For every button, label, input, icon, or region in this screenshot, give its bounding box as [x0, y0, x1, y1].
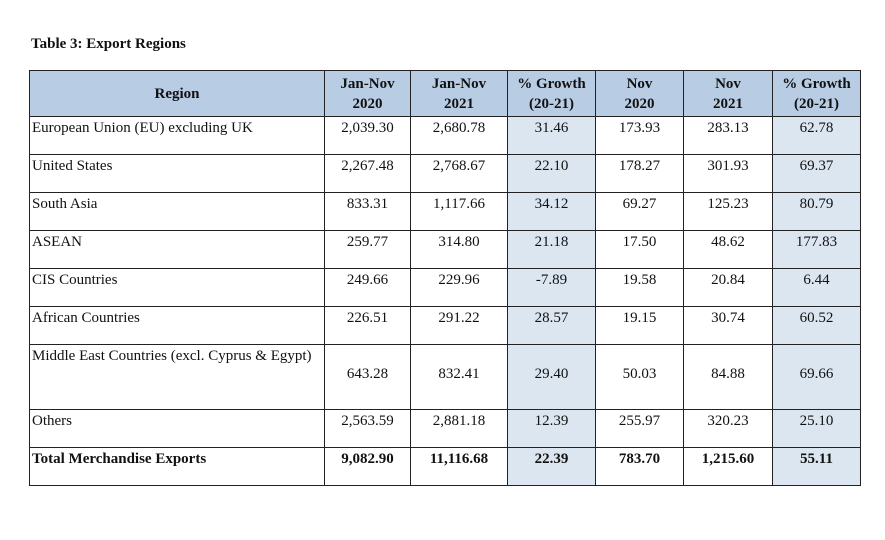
growth-jan-nov-cell: 22.10 — [507, 154, 596, 193]
nov-2021-cell: 20.84 — [683, 268, 773, 307]
table-row: European Union (EU) excluding UK 2,039.30… — [29, 116, 861, 155]
region-cell: European Union (EU) excluding UK — [29, 116, 325, 155]
jan-nov-2020-cell: 259.77 — [324, 230, 411, 269]
growth-jan-nov-cell: 21.18 — [507, 230, 596, 269]
table-title: Table 3: Export Regions — [31, 36, 186, 52]
region-cell: Middle East Countries (excl. Cyprus & Eg… — [29, 344, 325, 410]
header-row: Region Jan-Nov 2020 Jan-Nov 2021 % Growth (… — [29, 70, 861, 117]
header-growth-nov: % Growth (20-21) — [772, 70, 861, 117]
nov-2021-cell: 320.23 — [683, 409, 773, 448]
nov-2020-cell: 19.15 — [595, 306, 684, 345]
header-label-line1: Jan-Nov — [340, 75, 395, 92]
header-nov-2021: Nov 2021 — [683, 70, 773, 117]
growth-nov-cell: 69.66 — [772, 344, 861, 410]
header-label-line1: % Growth — [782, 75, 851, 92]
header-label: Region — [154, 85, 200, 102]
header-label-line1: Jan-Nov — [431, 75, 487, 92]
growth-jan-nov-cell: 31.46 — [507, 116, 596, 155]
table-row: Middle East Countries (excl. Cyprus & Eg… — [29, 344, 861, 410]
header-nov-2020: Nov 2020 — [595, 70, 684, 117]
nov-2021-cell: 30.74 — [683, 306, 773, 345]
jan-nov-2020-cell: 2,039.30 — [324, 116, 411, 155]
jan-nov-2020-cell: 2,563.59 — [324, 409, 411, 448]
nov-2021-cell: 283.13 — [683, 116, 773, 155]
nov-2020-cell: 17.50 — [595, 230, 684, 269]
jan-nov-2021-cell: 2,680.78 — [410, 116, 508, 155]
header-label-line1: Nov — [715, 75, 741, 92]
growth-nov-cell: 62.78 — [772, 116, 861, 155]
table-row: United States 2,267.48 2,768.67 22.10 178.27… — [29, 154, 861, 193]
nov-2020-cell: 19.58 — [595, 268, 684, 307]
region-cell: CIS Countries — [29, 268, 325, 307]
jan-nov-2021-cell: 314.80 — [410, 230, 508, 269]
jan-nov-2021-cell: 11,116.68 — [410, 447, 508, 486]
region-cell: South Asia — [29, 192, 325, 231]
nov-2021-cell: 84.88 — [683, 344, 773, 410]
growth-nov-cell: 80.79 — [772, 192, 861, 231]
growth-jan-nov-cell: 28.57 — [507, 306, 596, 345]
growth-nov-cell: 177.83 — [772, 230, 861, 269]
nov-2020-cell: 69.27 — [595, 192, 684, 231]
header-label-line2: (20-21) — [529, 95, 574, 112]
growth-jan-nov-cell: 22.39 — [507, 447, 596, 486]
region-cell: Total Merchandise Exports — [29, 447, 325, 486]
region-cell: ASEAN — [29, 230, 325, 269]
header-label-line2: (20-21) — [794, 95, 839, 112]
table-row: Others 2,563.59 2,881.18 12.39 255.97 320.23 2… — [29, 409, 861, 448]
jan-nov-2021-cell: 832.41 — [410, 344, 508, 410]
jan-nov-2021-cell: 291.22 — [410, 306, 508, 345]
region-cell: African Countries — [29, 306, 325, 345]
header-growth-jan-nov: % Growth (20-21) — [507, 70, 596, 117]
nov-2021-cell: 301.93 — [683, 154, 773, 193]
jan-nov-2021-cell: 2,768.67 — [410, 154, 508, 193]
header-label-line2: 2021 — [713, 95, 743, 112]
nov-2021-cell: 125.23 — [683, 192, 773, 231]
growth-jan-nov-cell: 34.12 — [507, 192, 596, 231]
growth-jan-nov-cell: 29.40 — [507, 344, 596, 410]
nov-2020-cell: 178.27 — [595, 154, 684, 193]
header-label-line1: % Growth — [517, 75, 586, 92]
region-cell: United States — [29, 154, 325, 193]
total-row: Total Merchandise Exports 9,082.90 11,116.… — [29, 447, 861, 486]
jan-nov-2020-cell: 643.28 — [324, 344, 411, 410]
nov-2020-cell: 783.70 — [595, 447, 684, 486]
jan-nov-2021-cell: 1,117.66 — [410, 192, 508, 231]
jan-nov-2020-cell: 249.66 — [324, 268, 411, 307]
jan-nov-2020-cell: 226.51 — [324, 306, 411, 345]
jan-nov-2021-cell: 2,881.18 — [410, 409, 508, 448]
growth-nov-cell: 6.44 — [772, 268, 861, 307]
nov-2020-cell: 173.93 — [595, 116, 684, 155]
growth-nov-cell: 25.10 — [772, 409, 861, 448]
header-label-line2: 2020 — [624, 95, 655, 112]
nov-2021-cell: 1,215.60 — [683, 447, 773, 486]
nov-2021-cell: 48.62 — [683, 230, 773, 269]
jan-nov-2020-cell: 9,082.90 — [324, 447, 411, 486]
growth-nov-cell: 60.52 — [772, 306, 861, 345]
region-cell: Others — [29, 409, 325, 448]
jan-nov-2020-cell: 833.31 — [324, 192, 411, 231]
jan-nov-2020-cell: 2,267.48 — [324, 154, 411, 193]
growth-jan-nov-cell: 12.39 — [507, 409, 596, 448]
growth-nov-cell: 69.37 — [772, 154, 861, 193]
table-row: African Countries 226.51 291.22 28.57 19.15 3… — [29, 306, 861, 345]
header-jan-nov-2021: Jan-Nov 2021 — [410, 70, 508, 117]
header-label-line2: 2021 — [444, 95, 474, 112]
header-label-line1: Nov — [626, 75, 653, 92]
growth-nov-cell: 55.11 — [772, 447, 861, 486]
jan-nov-2021-cell: 229.96 — [410, 268, 508, 307]
table-row: CIS Countries 249.66 229.96 -7.89 19.58 20.84… — [29, 268, 861, 307]
header-region: Region — [29, 70, 325, 117]
export-regions-table: Region Jan-Nov 2020 Jan-Nov 2021 % Growth (… — [29, 70, 861, 486]
header-jan-nov-2020: Jan-Nov 2020 — [324, 70, 411, 117]
header-label-line2: 2020 — [352, 95, 383, 112]
table-row: ASEAN 259.77 314.80 21.18 17.50 48.62 177.83 — [29, 230, 861, 269]
growth-jan-nov-cell: -7.89 — [507, 268, 596, 307]
table-row: South Asia 833.31 1,117.66 34.12 69.27 125.23… — [29, 192, 861, 231]
nov-2020-cell: 255.97 — [595, 409, 684, 448]
nov-2020-cell: 50.03 — [595, 344, 684, 410]
